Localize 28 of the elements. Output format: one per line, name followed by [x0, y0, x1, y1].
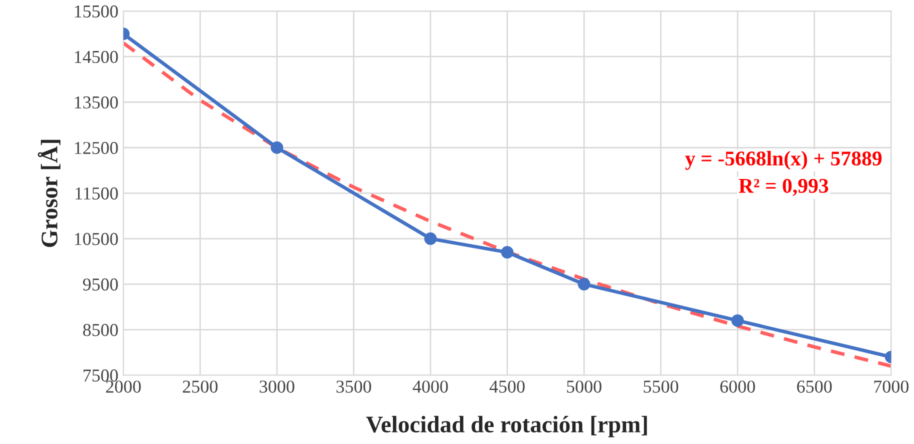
point — [501, 246, 514, 259]
y-axis-title: Grosor [Å] — [38, 140, 60, 247]
point — [731, 314, 744, 327]
y-tick-label: 13500 — [74, 96, 118, 109]
y-tick-label: 15500 — [74, 5, 118, 18]
y-tick-label: 7500 — [84, 369, 118, 382]
x-tick-label: 3000 — [260, 380, 294, 393]
x-axis-title: Velocidad de rotación [rpm] — [366, 416, 647, 438]
x-tick-label: 4000 — [412, 380, 448, 393]
annotation: R² = 0,993 — [738, 178, 828, 196]
point — [424, 232, 437, 245]
x-tick-label: 4500 — [490, 380, 525, 393]
annotation: y = -5668ln(x) + 57889 — [685, 150, 882, 170]
x-tick-label: 5000 — [567, 380, 602, 393]
x-tick-label: 3500 — [336, 380, 372, 393]
x-tick-label: 2000 — [106, 380, 141, 393]
x-tick-label: 6500 — [797, 380, 832, 393]
y-tick-label: 8500 — [83, 324, 118, 336]
y-tick-label: 9500 — [83, 278, 118, 291]
x-tick-label: 2500 — [182, 380, 218, 393]
y-tick-label: 12500 — [74, 142, 118, 154]
y-tick-label: 11500 — [76, 187, 118, 200]
point — [578, 278, 590, 290]
x-tick-label: 5500 — [644, 380, 678, 393]
y-tick-label: 14500 — [74, 50, 118, 64]
x-tick-label: 7000 — [874, 380, 909, 393]
x-tick-label: 6000 — [720, 380, 755, 393]
y-tick-label: 10500 — [74, 232, 118, 246]
